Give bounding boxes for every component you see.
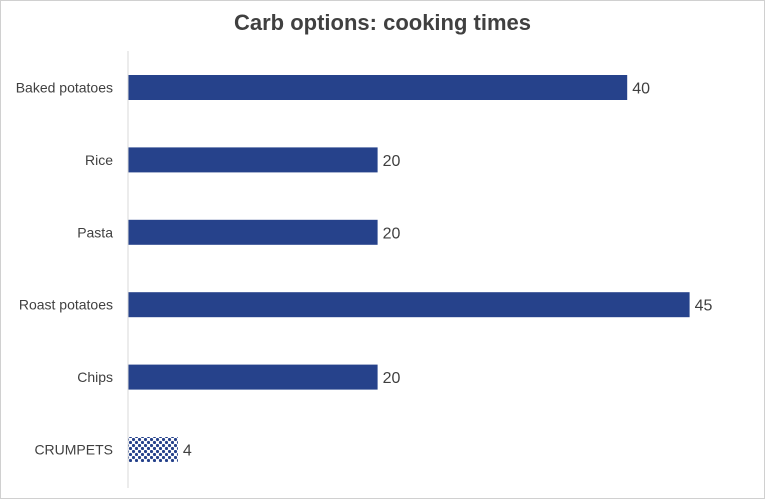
chart-title: Carb options: cooking times (233, 10, 532, 35)
value-label-chips: 20 (383, 370, 401, 387)
value-label-crumpets: 4 (183, 443, 192, 460)
bar-rice (128, 147, 378, 173)
category-label-pasta: Pasta (77, 224, 113, 240)
category-label-roast-potatoes: Roast potatoes (19, 297, 113, 313)
bar-pasta (128, 219, 378, 245)
category-label-chips: Chips (77, 369, 113, 385)
bar-baked-potatoes (128, 75, 628, 100)
category-label-baked-potatoes: Baked potatoes (16, 80, 113, 96)
category-label-crumpets: CRUMPETS (34, 442, 113, 458)
value-label-baked-potatoes: 40 (632, 81, 650, 98)
value-label-rice: 20 (383, 153, 401, 170)
bar-roast-potatoes (128, 292, 690, 318)
bar-crumpets (128, 437, 178, 462)
value-label-roast-potatoes: 45 (695, 298, 713, 315)
category-label-rice: Rice (85, 152, 113, 168)
value-label-pasta: 20 (383, 225, 401, 242)
bars-layer: Baked potatoes 40 Rice 20 Pasta 20 Roast potat… (16, 75, 713, 462)
bar-chips (128, 364, 378, 390)
